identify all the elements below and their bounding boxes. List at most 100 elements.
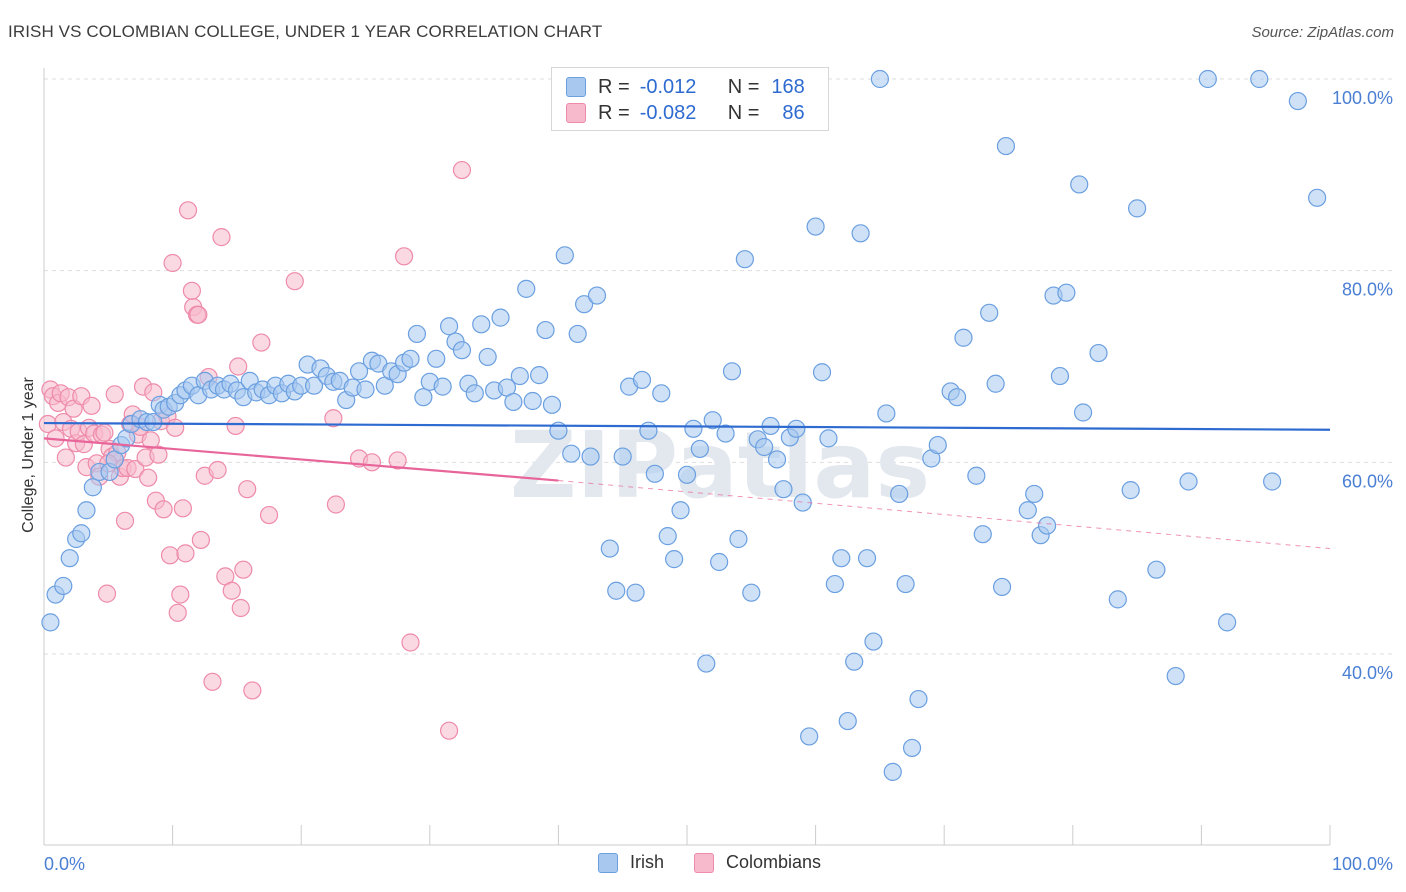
irish-point — [504, 392, 523, 412]
irish-point — [414, 388, 433, 407]
colombians-point — [139, 468, 158, 487]
irish-point — [356, 380, 375, 399]
irish-point — [1250, 69, 1269, 89]
irish-point — [1089, 343, 1108, 363]
irish-point — [304, 376, 324, 395]
irish-point — [755, 437, 774, 457]
irish-point — [996, 136, 1016, 156]
irish-point — [536, 320, 555, 340]
irish-point — [581, 447, 600, 466]
colombians-point — [439, 721, 459, 740]
irish-point — [947, 388, 967, 407]
colombians-point — [82, 396, 101, 415]
y-tick-label: 40.0% — [1342, 663, 1393, 683]
colombians-point — [126, 459, 145, 479]
irish-point — [1166, 666, 1185, 686]
irish-point — [980, 303, 999, 322]
irish-point — [401, 349, 420, 368]
irish-point — [851, 224, 870, 243]
irish-point — [1037, 516, 1057, 535]
colombians-point — [401, 633, 420, 652]
irish-point — [890, 484, 909, 504]
irish-legend-swatch — [598, 852, 618, 873]
colombians-point — [452, 160, 472, 180]
irish-point — [774, 480, 793, 499]
irish-point — [555, 246, 574, 265]
irish-point — [845, 652, 864, 671]
irish-point — [41, 613, 60, 632]
irish-n-label: N = — [727, 75, 760, 98]
colombians-point — [362, 453, 382, 472]
irish-point — [1218, 613, 1237, 632]
irish-point — [735, 250, 754, 269]
irish-point — [613, 447, 632, 466]
irish-r-label: R = — [598, 75, 630, 98]
colombians-point — [229, 357, 248, 376]
irish-points — [41, 69, 1327, 781]
irish-point — [510, 366, 529, 386]
colombians-swatch — [566, 103, 586, 123]
colombians-point — [238, 480, 257, 499]
irish-point — [349, 362, 369, 381]
irish-r-value: -0.012 — [639, 75, 697, 98]
irish-point — [587, 286, 607, 305]
irish-point — [1308, 188, 1327, 207]
irish-point — [478, 347, 497, 367]
irish-point — [909, 689, 928, 709]
irish-point — [665, 550, 684, 569]
irish-point — [1018, 501, 1037, 520]
colombians-r-value: -0.082 — [639, 101, 697, 124]
irish-point — [1050, 366, 1070, 386]
irish-point — [684, 419, 703, 438]
colombians-point — [95, 423, 114, 442]
colombians-point — [160, 546, 180, 565]
colombians-point — [191, 530, 210, 550]
colombians-point — [324, 409, 343, 428]
irish-point — [838, 711, 857, 731]
irish-point — [1147, 560, 1166, 579]
colombians-point — [212, 228, 231, 247]
irish-point — [523, 391, 542, 411]
irish-point — [1263, 472, 1282, 491]
colombians-legend-swatch — [694, 852, 715, 873]
colombians-point — [168, 603, 187, 622]
irish-point — [530, 366, 549, 385]
colombians-legend-label: Colombians — [726, 852, 822, 872]
irish-point — [645, 464, 664, 483]
source-credit: Source: ZipAtlas.com — [1251, 24, 1394, 41]
irish-point — [1057, 283, 1076, 302]
axis-labels: 40.0% 60.0% 80.0% 100.0% 0.0% 100.0% College, … — [20, 88, 1393, 874]
colombians-point — [259, 505, 279, 525]
irish-point — [1179, 472, 1198, 491]
irish-n-value: 168 — [771, 75, 805, 98]
trend-lines — [43, 421, 1331, 550]
colombians-point — [105, 385, 124, 404]
irish-point — [562, 444, 581, 463]
colombians-point — [173, 499, 192, 518]
x-tick-label-max: 100.0% — [1332, 854, 1393, 874]
irish-point — [767, 450, 787, 469]
irish-point — [632, 370, 652, 390]
irish-point — [819, 429, 838, 448]
colombians-point — [203, 672, 222, 691]
irish-point — [812, 363, 832, 382]
colombians-points — [38, 160, 472, 740]
irish-point — [427, 349, 446, 368]
colombians-point — [97, 584, 117, 603]
irish-point — [973, 525, 992, 544]
irish-trend-line — [43, 421, 1331, 431]
irish-swatch — [566, 77, 586, 97]
colombians-point — [189, 305, 208, 324]
chart-title: IRISH VS COLOMBIAN COLLEGE, UNDER 1 YEAR… — [8, 22, 603, 41]
irish-point — [607, 581, 626, 600]
irish-point — [992, 577, 1012, 597]
irish-point — [1108, 590, 1127, 609]
correlation-legend: R = -0.012 N = 168 R = -0.082 N = 86 — [551, 67, 829, 131]
irish-point — [896, 574, 915, 594]
legend-item-colombians: Colombians — [694, 852, 821, 873]
irish-point — [542, 395, 562, 414]
colombians-point — [178, 201, 198, 220]
colombians-point — [394, 247, 414, 266]
irish-point — [825, 574, 844, 594]
irish-point — [832, 549, 851, 568]
